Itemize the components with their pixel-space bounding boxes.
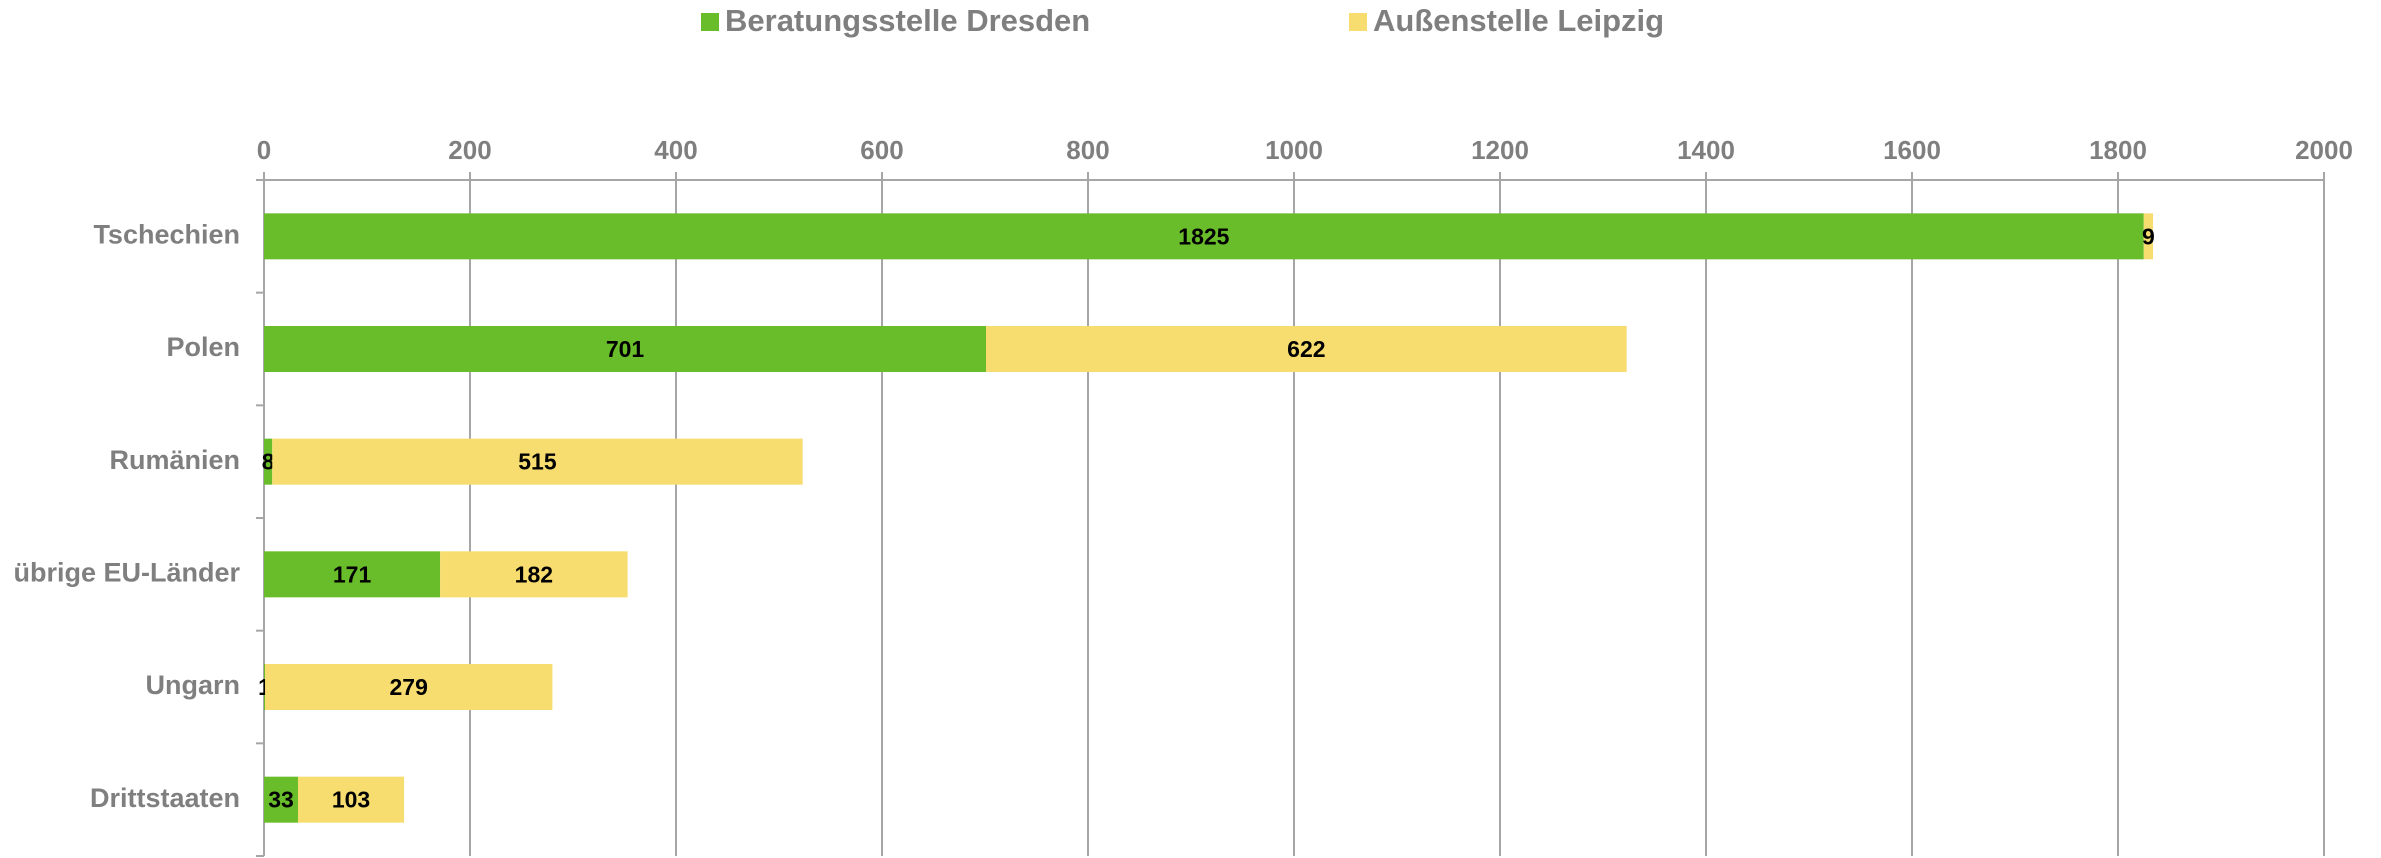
bar bbox=[264, 664, 266, 710]
data-label: 8 bbox=[262, 449, 275, 475]
x-tick-label: 1800 bbox=[2089, 135, 2147, 165]
data-label: 9 bbox=[2142, 223, 2155, 249]
bar bbox=[264, 326, 987, 372]
x-tick-label: 1400 bbox=[1677, 135, 1735, 165]
legend-swatch bbox=[701, 13, 719, 31]
x-tick-label: 2000 bbox=[2295, 135, 2353, 165]
data-label: 171 bbox=[333, 561, 372, 587]
legend-swatch bbox=[1349, 13, 1367, 31]
bar bbox=[264, 213, 2144, 260]
data-label: 279 bbox=[390, 674, 428, 700]
x-tick-label: 600 bbox=[860, 135, 903, 165]
y-tick-label: übrige EU-Länder bbox=[13, 557, 240, 587]
x-tick-label: 200 bbox=[448, 135, 491, 165]
y-tick-label: Drittstaaten bbox=[90, 783, 240, 813]
data-label: 701 bbox=[606, 336, 645, 362]
y-tick-label: Rumänien bbox=[109, 445, 240, 475]
data-label: 33 bbox=[268, 787, 294, 813]
bar bbox=[2143, 213, 2154, 260]
bar bbox=[265, 664, 553, 710]
x-tick-label: 0 bbox=[257, 135, 271, 165]
bar bbox=[440, 551, 628, 598]
bar bbox=[264, 438, 273, 485]
y-tick-label: Ungarn bbox=[146, 670, 241, 700]
legend-label: Außenstelle Leipzig bbox=[1373, 3, 1664, 38]
bar bbox=[264, 776, 298, 823]
x-tick-label: 1200 bbox=[1471, 135, 1529, 165]
bar bbox=[986, 326, 1627, 372]
data-label: 622 bbox=[1287, 336, 1325, 362]
x-tick-label: 800 bbox=[1066, 135, 1109, 165]
y-tick-label: Tschechien bbox=[93, 219, 240, 249]
bar bbox=[297, 776, 405, 823]
data-label: 182 bbox=[515, 561, 553, 587]
x-tick-label: 1000 bbox=[1265, 135, 1323, 165]
x-tick-label: 400 bbox=[654, 135, 697, 165]
bar bbox=[264, 551, 441, 598]
bar bbox=[272, 438, 803, 485]
data-label: 103 bbox=[332, 787, 370, 813]
legend-label: Beratungsstelle Dresden bbox=[725, 3, 1090, 38]
data-label: 515 bbox=[518, 449, 557, 475]
data-label: 1825 bbox=[1178, 223, 1229, 249]
y-tick-label: Polen bbox=[166, 332, 240, 362]
x-tick-label: 1600 bbox=[1883, 135, 1941, 165]
